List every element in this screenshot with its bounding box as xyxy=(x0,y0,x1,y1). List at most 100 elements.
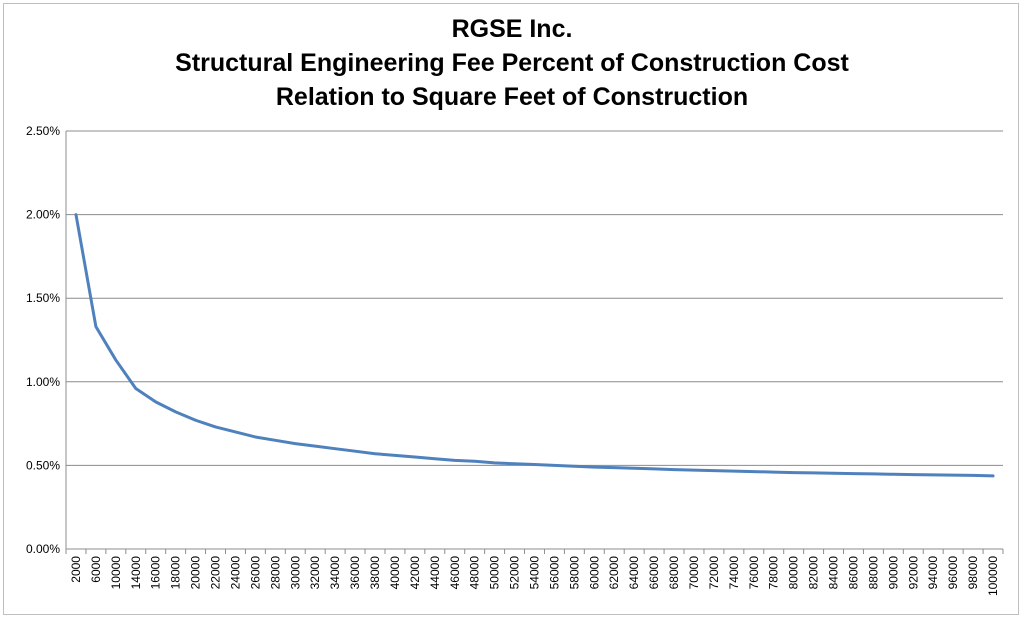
data-point xyxy=(95,325,97,328)
x-tick-label: 96000 xyxy=(946,556,960,590)
x-tick-label: 40000 xyxy=(388,556,402,590)
x-tick-label: 64000 xyxy=(627,556,641,590)
x-tick-label: 42000 xyxy=(408,556,422,590)
x-tick-label: 26000 xyxy=(248,556,262,590)
data-point xyxy=(214,426,217,428)
x-tick-label: 18000 xyxy=(169,556,183,590)
data-point xyxy=(334,447,336,450)
data-point xyxy=(593,466,596,468)
data-point xyxy=(314,445,317,447)
x-tick-label: 56000 xyxy=(547,556,561,590)
x-tick-label: 72000 xyxy=(707,556,721,590)
x-tick-label: 36000 xyxy=(348,556,362,590)
x-tick-label: 14000 xyxy=(129,556,143,590)
data-point xyxy=(832,472,835,475)
x-tick-label: 74000 xyxy=(727,556,741,590)
x-tick-label: 70000 xyxy=(687,556,701,590)
x-tick-label: 88000 xyxy=(866,556,880,590)
x-tick-label: 24000 xyxy=(228,556,242,590)
data-point xyxy=(234,431,237,433)
x-tick-label: 94000 xyxy=(926,556,940,590)
x-tick-label: 82000 xyxy=(807,556,821,590)
data-point xyxy=(174,411,177,413)
data-point xyxy=(613,466,616,469)
x-tick-label: 28000 xyxy=(268,556,282,590)
x-tick-label: 34000 xyxy=(328,556,342,590)
x-tick-label: 54000 xyxy=(528,556,542,590)
data-point xyxy=(194,419,197,422)
x-tick-label: 68000 xyxy=(667,556,681,590)
data-point xyxy=(573,465,576,468)
data-point xyxy=(274,439,277,442)
x-tick-label: 76000 xyxy=(747,556,761,590)
y-tick-label: 2.00% xyxy=(26,208,60,222)
x-tick-label: 20000 xyxy=(189,556,203,590)
data-point xyxy=(453,459,456,462)
y-axis-ticks: 0.00% 0.50% 1.00% 1.50% 2.00% 2.50% xyxy=(26,124,60,556)
x-tick-label: 30000 xyxy=(288,556,302,590)
data-point xyxy=(912,473,915,476)
x-tick-label: 22000 xyxy=(209,556,223,590)
data-point xyxy=(653,468,655,470)
x-tick-label: 6000 xyxy=(89,556,103,583)
data-point xyxy=(414,456,416,458)
x-tick-label: 16000 xyxy=(149,556,163,590)
x-tick-label: 90000 xyxy=(886,556,900,590)
data-point xyxy=(115,359,117,361)
x-tick-label: 62000 xyxy=(607,556,621,590)
data-point xyxy=(533,463,536,466)
data-point xyxy=(892,473,895,476)
y-tick-label: 2.50% xyxy=(26,124,60,138)
x-tick-label: 48000 xyxy=(468,556,482,590)
data-point xyxy=(254,436,257,438)
x-axis-ticks: 2000 6000 10000 14000 16000 18000 20000 22000 24… xyxy=(69,556,1000,596)
data-point xyxy=(513,462,516,465)
data-point xyxy=(952,474,954,476)
chart-title-line-3: Relation to Square Feet of Construction xyxy=(275,83,749,111)
x-tick-label: 92000 xyxy=(906,556,920,590)
data-point xyxy=(673,468,675,471)
data-point xyxy=(294,442,297,445)
data-point xyxy=(553,464,556,467)
x-tick-label: 10000 xyxy=(109,556,123,590)
x-tick-label: 98000 xyxy=(966,556,980,590)
data-point xyxy=(932,474,935,476)
y-tick-label: 0.50% xyxy=(26,458,60,472)
x-tick-label: 58000 xyxy=(567,556,581,590)
data-point xyxy=(752,470,755,473)
x-tick-label: 100000 xyxy=(986,556,1000,596)
data-point xyxy=(852,472,855,475)
chart-frame xyxy=(3,3,1019,615)
x-tick-label: 80000 xyxy=(787,556,801,590)
x-tick-label: 38000 xyxy=(368,556,382,590)
data-point xyxy=(772,471,775,473)
data-point xyxy=(693,469,695,471)
x-tick-label: 46000 xyxy=(448,556,462,590)
data-point xyxy=(792,471,795,474)
x-tick-label: 50000 xyxy=(488,556,502,590)
data-point xyxy=(75,213,77,216)
data-point xyxy=(812,472,815,474)
x-tick-label: 60000 xyxy=(587,556,601,590)
gridlines xyxy=(66,130,1003,550)
x-tick-label: 44000 xyxy=(428,556,442,590)
data-point xyxy=(394,454,396,457)
data-point xyxy=(713,469,715,472)
x-tick-label: 32000 xyxy=(308,556,322,590)
y-tick-label: 0.00% xyxy=(26,542,60,556)
x-tick-label: 52000 xyxy=(508,556,522,590)
x-tick-label: 2000 xyxy=(69,556,83,583)
data-point xyxy=(493,462,496,464)
y-tick-label: 1.00% xyxy=(26,375,60,389)
series-line xyxy=(74,213,995,478)
y-tick-label: 1.50% xyxy=(26,291,60,305)
data-point xyxy=(872,473,875,475)
series-layer xyxy=(74,213,995,478)
data-point xyxy=(473,460,476,463)
data-point xyxy=(134,387,137,390)
x-tick-label: 86000 xyxy=(846,556,860,590)
x-axis xyxy=(65,131,1004,554)
x-tick-label: 66000 xyxy=(647,556,661,590)
data-point xyxy=(972,474,974,477)
data-point xyxy=(633,467,635,470)
